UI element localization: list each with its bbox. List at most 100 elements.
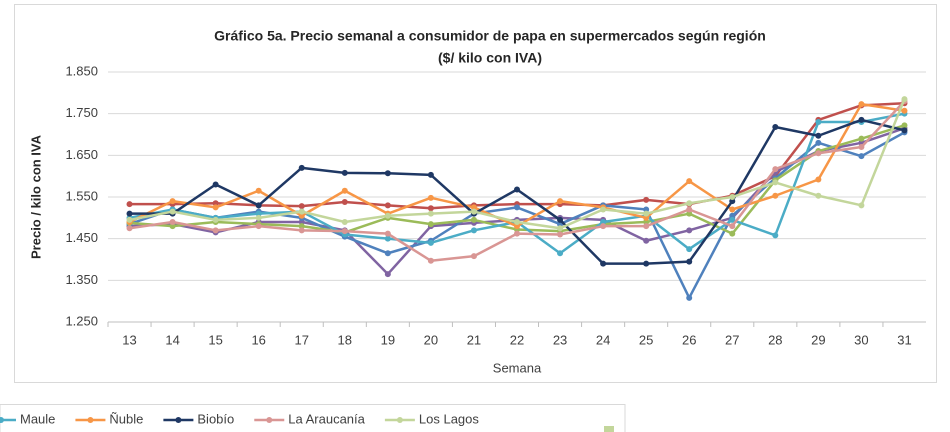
point [427,221,434,228]
point [686,294,693,301]
point [901,107,908,114]
point [858,135,865,142]
point [169,198,176,205]
point [514,186,520,193]
point [643,237,650,244]
point [643,223,650,230]
point [686,227,693,234]
legend-label: Los Lagos [419,411,479,426]
point [772,232,779,239]
point [686,246,693,253]
point [470,253,477,260]
point [686,258,693,265]
legend-marker [175,417,182,423]
point [901,96,908,103]
y-tick-label: 1.850 [65,63,98,78]
point [255,223,262,230]
legend-swatch-cut [604,426,614,432]
point [643,206,650,213]
point [600,206,607,213]
x-tick-label: 29 [811,332,825,347]
point [815,192,822,199]
point [384,202,391,209]
legend-marker [266,417,273,423]
point [643,260,650,267]
point [729,216,736,223]
point [729,206,736,213]
point [858,144,865,150]
y-tick-label: 1.750 [65,105,98,120]
point [600,260,607,267]
point [470,204,477,211]
point [557,231,564,238]
x-tick-label: 16 [251,332,265,347]
point [384,235,391,242]
y-tick-label: 1.550 [65,188,98,203]
y-tick-label: 1.450 [65,230,98,245]
legend-marker [396,417,403,423]
x-tick-label: 14 [165,332,179,347]
point [384,230,391,237]
chart-subtitle: ($/ kilo con IVA) [438,50,542,66]
point [126,216,133,223]
x-tick-label: 31 [897,332,911,347]
legend-label: Maule [20,411,55,426]
point [470,216,477,223]
point [858,116,865,123]
x-tick-label: 15 [208,332,222,347]
point [729,212,736,219]
point [341,228,348,235]
point [255,202,262,209]
point [212,204,219,211]
point [772,166,779,173]
point [557,225,564,232]
point [514,204,520,211]
point [384,250,391,257]
point [901,127,908,134]
x-tick-label: 18 [338,332,352,347]
point [686,206,693,213]
x-tick-label: 21 [467,332,481,347]
point [212,200,219,207]
point [427,239,434,246]
y-axis-title: Precio / kilo con IVA [28,134,43,259]
point [212,181,219,188]
legend-frame [0,404,626,432]
point [427,257,434,264]
point [815,176,822,183]
y-tick-label: 1.650 [65,147,98,162]
point [858,101,865,108]
x-tick-label: 28 [768,332,782,347]
x-tick-label: 25 [639,332,653,347]
point [255,210,262,217]
x-tick-label: 30 [854,332,868,347]
point [815,150,822,157]
point [772,124,779,130]
y-tick-label: 1.350 [65,272,98,287]
legend-marker [87,417,94,423]
point [557,216,564,223]
point [427,210,434,217]
x-tick-label: 26 [682,332,696,347]
point [643,219,650,225]
x-tick-label: 13 [122,332,136,347]
point [729,223,736,230]
point [126,225,133,232]
x-tick-label: 24 [596,332,610,347]
point [255,187,262,194]
legend-label: Biobío [197,411,234,426]
legend-label: La Araucanía [288,411,365,426]
x-tick-label: 19 [381,332,395,347]
point [643,210,650,217]
point [298,208,305,215]
point [169,223,176,230]
point [514,219,520,225]
point [729,198,736,205]
point [686,200,693,207]
point [169,219,176,225]
y-tick-label: 1.250 [65,313,98,328]
point [298,223,305,230]
point [858,202,865,209]
point [686,178,693,185]
